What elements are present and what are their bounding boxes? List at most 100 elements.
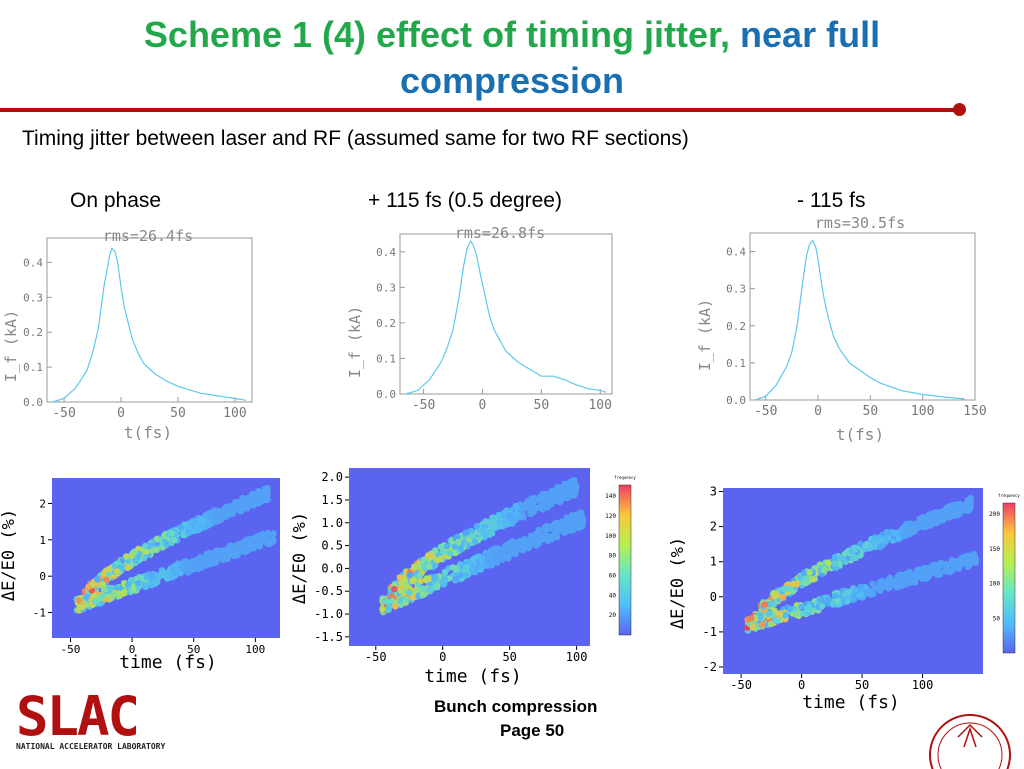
x-tick-label: 100: [912, 678, 934, 692]
y-axis-label: I_f (kA): [696, 299, 714, 371]
current-profile-chart-plus-115: -50 0 50 100 0.0 0.1 0.2 0.3 0.4 rms=26.8fs I_f (k…: [346, 224, 613, 413]
y-tick-label: 1.5: [321, 493, 343, 507]
x-tick-label: 50: [534, 398, 550, 413]
title-part1: Scheme 1 (4) effect of timing jitter,: [143, 14, 731, 55]
y-tick-label: -2: [703, 660, 717, 674]
y-tick-label: 0.5: [321, 539, 343, 553]
y-tick-label: 1: [39, 534, 46, 547]
density-cloud: [744, 494, 979, 634]
y-axis-label: ΔE/E0 (%): [668, 537, 688, 629]
x-axis-label: t(fs): [124, 423, 172, 440]
colorbar-tick-label: 20: [609, 612, 617, 619]
y-tick-label: 0: [39, 570, 46, 583]
plot-frame: [749, 232, 976, 401]
x-tick-label: -50: [730, 678, 752, 692]
y-tick-label: 0.0: [23, 396, 43, 409]
y-tick-label: -1: [703, 625, 717, 639]
y-tick-label: 0.2: [376, 317, 396, 330]
colorbar-tick-label: 40: [609, 592, 617, 599]
svg-text:SLAC: SLAC: [16, 685, 138, 748]
title-part2: near full: [740, 14, 881, 55]
colorbar-tick-label: 100: [605, 533, 616, 540]
x-tick-label: -50: [754, 404, 777, 419]
x-tick-label: -50: [365, 650, 387, 664]
y-axis-label: I_f (kA): [346, 306, 364, 378]
colorbar-tick-label: 150: [989, 546, 1000, 553]
chart-title: rms=30.5fs: [815, 214, 905, 232]
y-tick-label: -1.5: [314, 630, 343, 644]
y-tick-label: 0: [710, 590, 717, 604]
y-tick-label: 0.3: [726, 283, 746, 296]
x-tick-label: 100: [588, 398, 611, 413]
column-label-minus-115: - 115 fs: [797, 189, 866, 212]
x-tick-label: 0: [129, 643, 136, 656]
y-tick-label: 0.3: [23, 291, 43, 304]
x-tick-label: 100: [245, 643, 265, 656]
y-tick-label: 0.1: [376, 352, 396, 365]
footer-page: Page 50: [500, 721, 565, 740]
x-tick-label: 50: [863, 404, 879, 419]
density-cloud: [379, 477, 587, 616]
colorbar-tick-label: 120: [605, 513, 616, 520]
footer-topic: Bunch compression: [434, 697, 598, 716]
x-tick-label: 50: [187, 643, 200, 656]
x-tick-label: -50: [61, 643, 81, 656]
y-axis-label: I_f (kA): [2, 310, 20, 382]
x-tick-label: 150: [963, 404, 986, 419]
colorbar-tick-label: 100: [989, 581, 1000, 588]
x-axis-label: time (fs): [119, 652, 217, 673]
slide-subtitle: Timing jitter between laser and RF (assu…: [22, 127, 689, 150]
y-tick-label: 0.0: [321, 561, 343, 575]
plot-frame: [46, 237, 253, 403]
series-line: [405, 239, 607, 395]
y-tick-label: 0.4: [376, 246, 396, 259]
y-tick-label: 1.0: [321, 516, 343, 530]
y-tick-label: 0.4: [23, 256, 43, 269]
title-part3: compression: [399, 60, 625, 101]
colorbar-tick-label: 60: [609, 572, 617, 579]
y-tick-label: 0.2: [23, 326, 43, 339]
svg-text:NATIONAL ACCELERATOR LABORATOR: NATIONAL ACCELERATOR LABORATORY: [16, 742, 165, 751]
y-tick-label: 0.4: [726, 246, 746, 259]
y-tick-label: -1: [33, 607, 46, 620]
x-tick-label: 50: [502, 650, 516, 664]
title-rule: [0, 108, 960, 112]
y-axis-label: ΔE/E0 (%): [0, 509, 19, 601]
density-cloud: [73, 485, 277, 614]
series-line: [52, 247, 247, 403]
y-tick-label: 0.0: [726, 394, 746, 407]
x-axis-label: time (fs): [802, 692, 900, 713]
x-tick-label: 0: [814, 404, 822, 419]
y-axis-label: ΔE/E0 (%): [290, 512, 310, 604]
colorbar-label: frequency: [614, 475, 636, 480]
x-tick-label: 0: [439, 650, 446, 664]
series-line: [755, 239, 965, 401]
x-tick-label: 100: [566, 650, 588, 664]
x-tick-label: 0: [117, 406, 125, 421]
y-tick-label: -0.5: [314, 584, 343, 598]
current-profile-chart-on-phase: -50 0 50 100 0.0 0.1 0.2 0.3 0.4 rms=26.4fs t(fs) I…: [2, 227, 253, 440]
y-tick-label: 1: [710, 555, 717, 569]
y-tick-label: 3: [710, 485, 717, 499]
y-tick-label: 0.1: [23, 361, 43, 374]
y-tick-label: 0.3: [376, 281, 396, 294]
colorbar: [1002, 502, 1016, 654]
current-profile-chart-minus-115: -50 0 50 100 150 0.0 0.1 0.2 0.3 0.4 rms=30.5fs t(f…: [696, 214, 987, 442]
slac-logo: SLAC NATIONAL ACCELERATOR LABORATORY: [16, 685, 165, 751]
column-label-on-phase: On phase: [70, 189, 162, 212]
y-tick-label: -1.0: [314, 607, 343, 621]
stanford-seal-icon: [929, 714, 1011, 769]
phase-space-heatmap-minus-115: -50 0 50 100 -2 -1 0 1 2 3 time (fs) ΔE/E0 (%) frequ…: [668, 485, 1020, 713]
chart-title: rms=26.4fs: [103, 227, 193, 245]
plot-frame: [399, 233, 613, 395]
column-label-plus-115: + 115 fs (0.5 degree): [368, 189, 562, 212]
y-tick-label: 2.0: [321, 470, 343, 484]
colorbar: [618, 484, 632, 636]
y-tick-label: 2: [710, 520, 717, 534]
title-rule-dot: [953, 103, 966, 116]
y-tick-label: 0.2: [726, 320, 746, 333]
x-tick-label: -50: [412, 398, 435, 413]
colorbar-label: frequency: [998, 493, 1020, 498]
colorbar-tick-label: 200: [989, 511, 1000, 518]
x-axis-label: t(fs): [836, 425, 884, 442]
